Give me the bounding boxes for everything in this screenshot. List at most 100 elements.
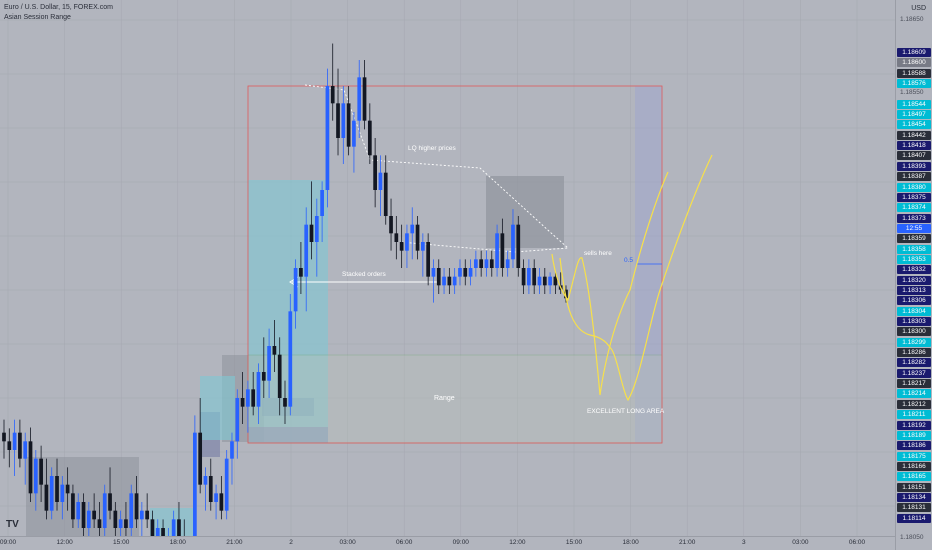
candle-body[interactable]: [378, 172, 383, 190]
candle-body[interactable]: [357, 77, 362, 121]
currency-label[interactable]: USD: [911, 5, 926, 12]
candle-body[interactable]: [521, 268, 526, 286]
tradingview-logo-icon[interactable]: TV: [6, 519, 19, 530]
candle-body[interactable]: [7, 441, 12, 450]
candle-body[interactable]: [293, 268, 298, 312]
candle-body[interactable]: [171, 519, 176, 536]
candle-body[interactable]: [272, 346, 277, 355]
candle-body[interactable]: [304, 224, 309, 277]
candle-body[interactable]: [352, 120, 356, 147]
candle-body[interactable]: [224, 458, 229, 511]
candle-body[interactable]: [516, 224, 521, 268]
candle-body[interactable]: [537, 276, 542, 286]
candle-body[interactable]: [65, 484, 70, 494]
time-axis[interactable]: 09:00 12:00 15:00 18:00 21:00 2 03:00 06:00 09:0…: [0, 536, 895, 550]
candle-body[interactable]: [383, 172, 388, 216]
candle-body[interactable]: [28, 441, 33, 494]
candle-body[interactable]: [235, 398, 240, 442]
candle-body[interactable]: [97, 519, 102, 528]
candle-body[interactable]: [394, 233, 399, 242]
candle-body[interactable]: [214, 493, 218, 502]
candle-body[interactable]: [39, 458, 43, 485]
candle-body[interactable]: [431, 268, 436, 277]
candle-body[interactable]: [283, 398, 287, 407]
candle-body[interactable]: [23, 441, 28, 459]
candle-body[interactable]: [489, 259, 494, 268]
candle-body[interactable]: [452, 276, 457, 286]
candle-body[interactable]: [436, 268, 441, 286]
candle-body[interactable]: [18, 432, 22, 459]
candle-body[interactable]: [511, 224, 515, 260]
candle-body[interactable]: [118, 519, 123, 528]
candle-body[interactable]: [367, 120, 372, 156]
candle-body[interactable]: [410, 224, 415, 234]
candle-body[interactable]: [314, 216, 319, 242]
candle-body[interactable]: [2, 432, 6, 442]
candle-body[interactable]: [505, 259, 510, 268]
candle-body[interactable]: [198, 432, 203, 485]
candle-body[interactable]: [113, 510, 118, 528]
indicator-name[interactable]: Asian Session Range: [4, 14, 71, 21]
candle-body[interactable]: [426, 242, 431, 277]
candle-body[interactable]: [389, 216, 393, 234]
candle-body[interactable]: [251, 389, 256, 407]
candle-body[interactable]: [177, 519, 181, 536]
candle-body[interactable]: [468, 268, 473, 277]
candle-body[interactable]: [484, 259, 489, 268]
candle-body[interactable]: [256, 372, 261, 407]
candle-body[interactable]: [299, 268, 303, 277]
candle-body[interactable]: [267, 346, 271, 381]
candle-body[interactable]: [330, 86, 335, 104]
candle-body[interactable]: [373, 155, 377, 190]
candle-body[interactable]: [362, 77, 367, 121]
candle-body[interactable]: [447, 276, 452, 286]
candle-body[interactable]: [86, 510, 91, 528]
candle-body[interactable]: [399, 242, 404, 251]
candle-body[interactable]: [542, 276, 547, 286]
candle-body[interactable]: [71, 493, 75, 520]
candle-body[interactable]: [415, 224, 420, 251]
candle-body[interactable]: [230, 441, 234, 459]
candle-body[interactable]: [60, 484, 65, 502]
candle-body[interactable]: [102, 493, 107, 528]
candle-body[interactable]: [474, 259, 478, 268]
candle-body[interactable]: [161, 528, 165, 536]
candle-body[interactable]: [208, 476, 213, 502]
symbol-title[interactable]: Euro / U.S. Dollar, 15, FOREX.com: [4, 4, 113, 11]
candle-body[interactable]: [420, 242, 425, 251]
candle-body[interactable]: [500, 233, 505, 268]
candle-body[interactable]: [288, 311, 293, 407]
candle-body[interactable]: [309, 224, 314, 242]
candle-body[interactable]: [145, 510, 150, 520]
candlestick-chart[interactable]: [0, 0, 895, 536]
candle-body[interactable]: [246, 389, 250, 407]
price-axis[interactable]: USD 1.18650 1.18609 1.18600 1.18588 1.18576 1…: [895, 0, 932, 550]
candle-body[interactable]: [495, 233, 499, 268]
candle-body[interactable]: [320, 190, 324, 216]
candle-body[interactable]: [193, 432, 197, 536]
candle-body[interactable]: [325, 86, 330, 190]
candle-body[interactable]: [553, 276, 558, 286]
candle-body[interactable]: [261, 372, 266, 381]
candle-body[interactable]: [336, 103, 340, 138]
candle-body[interactable]: [155, 528, 160, 536]
candle-body[interactable]: [527, 268, 531, 286]
candle-body[interactable]: [92, 510, 96, 520]
candle-body[interactable]: [129, 493, 134, 528]
candle-body[interactable]: [219, 493, 224, 511]
candle-body[interactable]: [44, 484, 49, 511]
candle-body[interactable]: [346, 103, 351, 147]
candle-body[interactable]: [108, 493, 112, 511]
candle-body[interactable]: [76, 502, 81, 520]
candle-body[interactable]: [405, 233, 409, 251]
candle-body[interactable]: [458, 268, 462, 277]
candle-body[interactable]: [55, 476, 59, 502]
candle-body[interactable]: [203, 476, 208, 485]
candle-body[interactable]: [564, 289, 568, 299]
candle-body[interactable]: [33, 458, 38, 494]
candle-body[interactable]: [548, 276, 552, 286]
candle-body[interactable]: [81, 502, 86, 528]
candle-body[interactable]: [479, 259, 484, 268]
candle-body[interactable]: [532, 268, 537, 286]
candle-body[interactable]: [139, 510, 144, 520]
